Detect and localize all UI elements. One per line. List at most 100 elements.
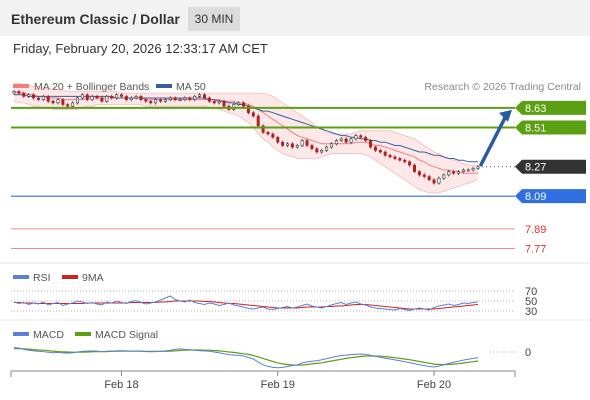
legend-label-rsi-ma: 9MA bbox=[82, 272, 104, 284]
candle-body bbox=[17, 91, 21, 94]
candle-body bbox=[12, 91, 16, 94]
candle-body bbox=[22, 92, 26, 97]
candle-body bbox=[51, 100, 55, 104]
macd-panel bbox=[0, 321, 590, 400]
candle-body bbox=[290, 143, 294, 148]
candle-body bbox=[75, 97, 79, 104]
header-bar bbox=[0, 0, 590, 36]
candle-body bbox=[95, 96, 99, 99]
candle-body bbox=[422, 174, 426, 177]
resistance-tag bbox=[515, 100, 586, 115]
candle-body bbox=[256, 115, 260, 127]
candle-body bbox=[271, 133, 275, 138]
candle-body bbox=[417, 171, 421, 176]
candle-body bbox=[173, 97, 177, 100]
timeframe-badge[interactable] bbox=[188, 7, 240, 31]
candle-body bbox=[178, 99, 182, 101]
candle-body bbox=[154, 99, 158, 104]
instrument-title: Ethereum Classic / Dollar bbox=[11, 11, 180, 27]
candle-body bbox=[466, 169, 470, 172]
candle-body bbox=[222, 100, 226, 107]
candle-body bbox=[461, 169, 465, 172]
candle-body bbox=[198, 94, 202, 97]
candle-body bbox=[286, 143, 290, 146]
candle-body bbox=[442, 174, 446, 179]
legend-swatch-macd-signal bbox=[75, 332, 91, 336]
candle-body bbox=[134, 96, 138, 99]
candle-body bbox=[119, 94, 123, 97]
legend-swatch-bollinger bbox=[13, 84, 29, 88]
candle-body bbox=[163, 99, 167, 102]
credit-label: Research © 2026 Trading Central bbox=[424, 81, 581, 93]
x-tick-label: Feb 19 bbox=[261, 379, 295, 391]
candle-body bbox=[159, 99, 163, 102]
candle-body bbox=[378, 150, 382, 153]
candle-body bbox=[251, 112, 255, 117]
x-tick-label: Feb 20 bbox=[417, 379, 451, 391]
candle-body bbox=[188, 97, 192, 100]
macd-plot: 0 bbox=[13, 347, 531, 369]
datetime-label: Friday, February 20, 2026 12:33:17 AM CE… bbox=[13, 41, 268, 56]
candle-body bbox=[139, 96, 143, 100]
candle-body bbox=[427, 176, 431, 181]
candle-body bbox=[339, 138, 343, 141]
price-levels: 8.63 8.51 8.27 8.09 7.89 7.77 bbox=[11, 100, 586, 256]
candle-body bbox=[456, 171, 460, 174]
candle-body bbox=[281, 141, 285, 146]
legend-label-macd-signal: MACD Signal bbox=[95, 329, 158, 341]
candle-body bbox=[359, 135, 363, 138]
candle-body bbox=[27, 94, 31, 97]
candle-body bbox=[110, 96, 114, 99]
candle-body bbox=[329, 143, 333, 148]
candle-body bbox=[315, 148, 319, 153]
candle-body bbox=[56, 99, 60, 104]
candle-body bbox=[71, 102, 75, 107]
support-label: 7.89 bbox=[525, 224, 546, 236]
legend-label-ma50: MA 50 bbox=[176, 81, 206, 93]
candle-body bbox=[393, 156, 397, 159]
candle-body bbox=[349, 138, 353, 143]
candle-body bbox=[217, 100, 221, 104]
candle-body bbox=[80, 94, 84, 99]
candle-body bbox=[437, 177, 441, 184]
legend-label-rsi: RSI bbox=[33, 272, 51, 284]
rsi-tick-label: 30 bbox=[525, 306, 537, 318]
candle-body bbox=[413, 164, 417, 172]
bollinger-upper-line bbox=[14, 82, 478, 166]
candle-body bbox=[149, 100, 153, 104]
candle-body bbox=[242, 102, 246, 107]
candle-body bbox=[369, 140, 373, 148]
candle-body bbox=[202, 94, 206, 99]
support-label: 7.77 bbox=[525, 244, 546, 256]
x-tick-label: Feb 18 bbox=[104, 379, 138, 391]
candle-body bbox=[61, 99, 65, 105]
candle-body bbox=[354, 135, 358, 140]
candle-body bbox=[383, 151, 387, 156]
candle-body bbox=[90, 96, 94, 100]
forecast-arrow-shaft bbox=[479, 114, 508, 167]
candle-body bbox=[344, 138, 348, 143]
candle-body bbox=[388, 154, 392, 158]
candle-body bbox=[41, 96, 45, 100]
legend-swatch-macd bbox=[13, 332, 29, 336]
candle-body bbox=[193, 96, 197, 100]
candle-body bbox=[46, 96, 50, 102]
candle-body bbox=[246, 105, 250, 114]
rsi-panel bbox=[0, 264, 590, 319]
candle-body bbox=[320, 150, 324, 153]
macd-line bbox=[13, 347, 479, 369]
rsi-line bbox=[13, 295, 479, 312]
candle-body bbox=[447, 171, 451, 176]
resistance-label: 8.51 bbox=[525, 122, 546, 134]
candle-body bbox=[373, 146, 377, 151]
candle-body bbox=[325, 146, 329, 151]
price-panel bbox=[0, 36, 590, 262]
candle-body bbox=[364, 136, 368, 141]
candle-body bbox=[295, 145, 299, 148]
candle-body bbox=[144, 99, 148, 102]
resistance-label: 8.63 bbox=[525, 103, 546, 115]
pivot-label: 8.09 bbox=[525, 191, 546, 203]
candle-body bbox=[300, 140, 304, 146]
